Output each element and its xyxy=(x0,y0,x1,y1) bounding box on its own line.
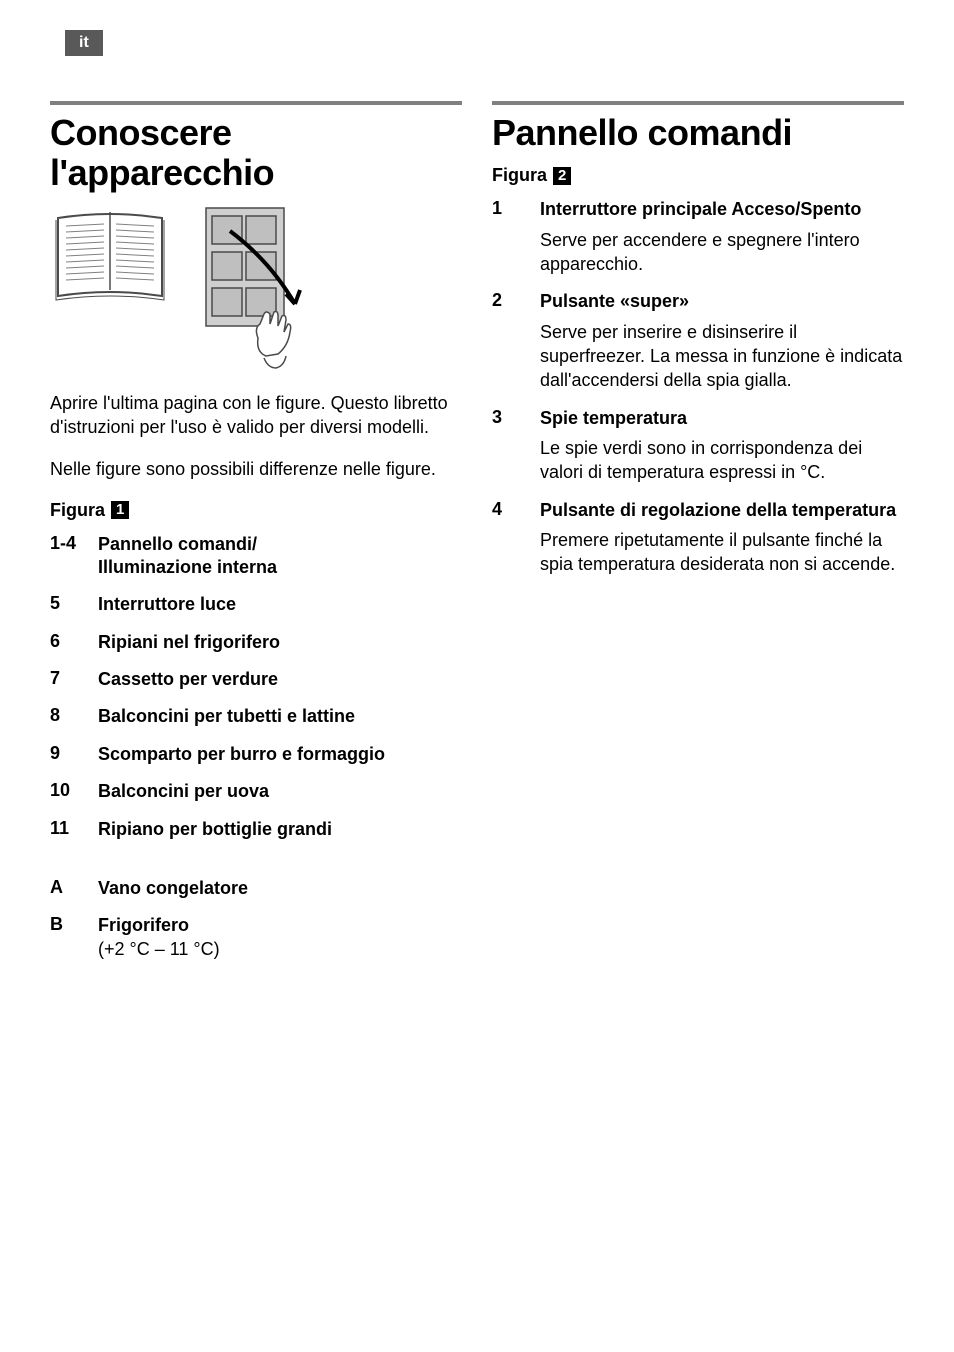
intro-paragraph-2: Nelle figure sono possibili differenze n… xyxy=(50,457,462,481)
figura-word: Figura xyxy=(50,500,105,521)
figura-1-list: 1-4Pannello comandi/ Illuminazione inter… xyxy=(50,533,462,842)
intro-paragraph-1: Aprire l'ultima pagina con le figure. Qu… xyxy=(50,391,462,440)
appliance-panel-icon xyxy=(200,206,315,376)
figura-1-label: Figura 1 xyxy=(50,500,462,521)
lang-badge: it xyxy=(65,30,103,56)
list-item: BFrigorifero(+2 °C – 11 °C) xyxy=(50,914,462,961)
figura-2-list: 1Interruttore principale Acceso/SpentoSe… xyxy=(492,198,904,576)
list-item: AVano congelatore xyxy=(50,877,462,900)
figura-1-badge: 1 xyxy=(111,501,129,520)
left-title: Conoscere l'apparecchio xyxy=(50,113,462,194)
right-column: Pannello comandi Figura 2 1Interruttore … xyxy=(492,101,904,975)
list-item: 9Scomparto per burro e formaggio xyxy=(50,743,462,766)
figura-2-badge: 2 xyxy=(553,167,571,186)
section-rule xyxy=(492,101,904,105)
list-item: 1Interruttore principale Acceso/SpentoSe… xyxy=(492,198,904,276)
list-item: 2Pulsante «super»Serve per inserire e di… xyxy=(492,290,904,392)
open-book-icon xyxy=(50,206,170,311)
section-rule xyxy=(50,101,462,105)
list-item: 6Ripiani nel frigorifero xyxy=(50,631,462,654)
list-item: 3Spie temperaturaLe spie verdi sono in c… xyxy=(492,407,904,485)
list-item: 4Pulsante di regolazione della temperatu… xyxy=(492,499,904,577)
figura-2-label: Figura 2 xyxy=(492,165,904,186)
list-item: 7Cassetto per verdure xyxy=(50,668,462,691)
right-title: Pannello comandi xyxy=(492,113,904,153)
list-item: 5Interruttore luce xyxy=(50,593,462,616)
figura-word: Figura xyxy=(492,165,547,186)
figura-1-list-2: AVano congelatore BFrigorifero(+2 °C – 1… xyxy=(50,877,462,961)
illustration-row xyxy=(50,206,462,376)
list-item: 11Ripiano per bottiglie grandi xyxy=(50,818,462,841)
left-column: Conoscere l'apparecchio xyxy=(50,101,462,975)
list-item: 8Balconcini per tubetti e lattine xyxy=(50,705,462,728)
list-item: 10Balconcini per uova xyxy=(50,780,462,803)
list-item: 1-4Pannello comandi/ Illuminazione inter… xyxy=(50,533,462,580)
